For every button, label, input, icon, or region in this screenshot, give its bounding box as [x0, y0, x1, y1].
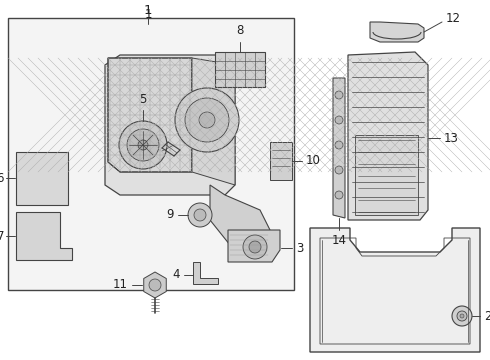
- Circle shape: [138, 140, 148, 150]
- Text: 14: 14: [332, 234, 346, 247]
- Circle shape: [119, 121, 167, 169]
- Text: 13: 13: [444, 131, 459, 144]
- Circle shape: [199, 112, 215, 128]
- Polygon shape: [16, 212, 72, 260]
- Text: 12: 12: [446, 13, 461, 26]
- Text: 1: 1: [144, 4, 152, 17]
- Polygon shape: [228, 230, 280, 262]
- Text: 5: 5: [139, 93, 147, 106]
- Polygon shape: [210, 185, 270, 250]
- Bar: [270, 142, 292, 180]
- Circle shape: [175, 88, 239, 152]
- Circle shape: [194, 209, 206, 221]
- Polygon shape: [16, 152, 68, 205]
- Text: 7: 7: [0, 230, 4, 243]
- Polygon shape: [370, 22, 424, 42]
- Text: 8: 8: [236, 24, 244, 37]
- Text: 3: 3: [296, 242, 303, 255]
- Circle shape: [335, 191, 343, 199]
- Circle shape: [127, 129, 159, 161]
- Circle shape: [149, 279, 161, 291]
- Circle shape: [452, 306, 472, 326]
- Polygon shape: [105, 55, 235, 195]
- Text: 11: 11: [113, 279, 128, 292]
- Text: 9: 9: [167, 208, 174, 221]
- Polygon shape: [333, 78, 345, 218]
- Circle shape: [335, 91, 343, 99]
- Polygon shape: [348, 52, 428, 220]
- Circle shape: [335, 141, 343, 149]
- Bar: [215, 52, 265, 87]
- Circle shape: [335, 116, 343, 124]
- Circle shape: [460, 314, 464, 318]
- Bar: [8, 18, 294, 290]
- Polygon shape: [355, 135, 418, 215]
- Text: 6: 6: [0, 171, 4, 184]
- Polygon shape: [193, 262, 218, 284]
- Text: 2: 2: [484, 310, 490, 323]
- Circle shape: [188, 203, 212, 227]
- Circle shape: [243, 235, 267, 259]
- Circle shape: [249, 241, 261, 253]
- Text: 1: 1: [144, 8, 152, 21]
- Polygon shape: [192, 58, 235, 185]
- Text: 4: 4: [172, 269, 180, 282]
- Polygon shape: [108, 58, 192, 172]
- Polygon shape: [310, 228, 480, 352]
- Circle shape: [335, 166, 343, 174]
- Circle shape: [457, 311, 467, 321]
- Text: 10: 10: [306, 154, 321, 167]
- Circle shape: [185, 98, 229, 142]
